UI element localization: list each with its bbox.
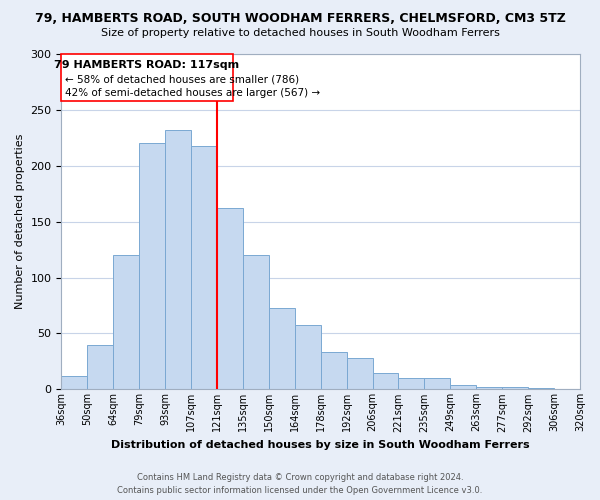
Bar — [398, 378, 424, 390]
Bar — [321, 352, 347, 390]
Bar — [88, 344, 113, 390]
Text: 79, HAMBERTS ROAD, SOUTH WOODHAM FERRERS, CHELMSFORD, CM3 5TZ: 79, HAMBERTS ROAD, SOUTH WOODHAM FERRERS… — [35, 12, 565, 26]
Text: Contains HM Land Registry data © Crown copyright and database right 2024.
Contai: Contains HM Land Registry data © Crown c… — [118, 473, 482, 495]
Bar — [191, 146, 217, 390]
Bar — [165, 130, 191, 390]
Text: ← 58% of detached houses are smaller (786): ← 58% of detached houses are smaller (78… — [65, 74, 299, 84]
Bar — [217, 208, 243, 390]
Bar — [295, 324, 321, 390]
Bar — [424, 378, 451, 390]
Text: 79 HAMBERTS ROAD: 117sqm: 79 HAMBERTS ROAD: 117sqm — [55, 60, 239, 70]
Bar — [451, 385, 476, 390]
Bar — [502, 387, 528, 390]
Bar — [528, 388, 554, 390]
Bar — [139, 144, 165, 390]
Text: Size of property relative to detached houses in South Woodham Ferrers: Size of property relative to detached ho… — [101, 28, 499, 38]
Y-axis label: Number of detached properties: Number of detached properties — [15, 134, 25, 310]
Bar — [476, 387, 502, 390]
Bar — [373, 372, 398, 390]
X-axis label: Distribution of detached houses by size in South Woodham Ferrers: Distribution of detached houses by size … — [112, 440, 530, 450]
Bar — [243, 255, 269, 390]
Bar — [269, 308, 295, 390]
FancyBboxPatch shape — [61, 54, 233, 101]
Bar — [61, 376, 88, 390]
Text: 42% of semi-detached houses are larger (567) →: 42% of semi-detached houses are larger (… — [65, 88, 320, 98]
Bar — [347, 358, 373, 390]
Bar — [113, 255, 139, 390]
